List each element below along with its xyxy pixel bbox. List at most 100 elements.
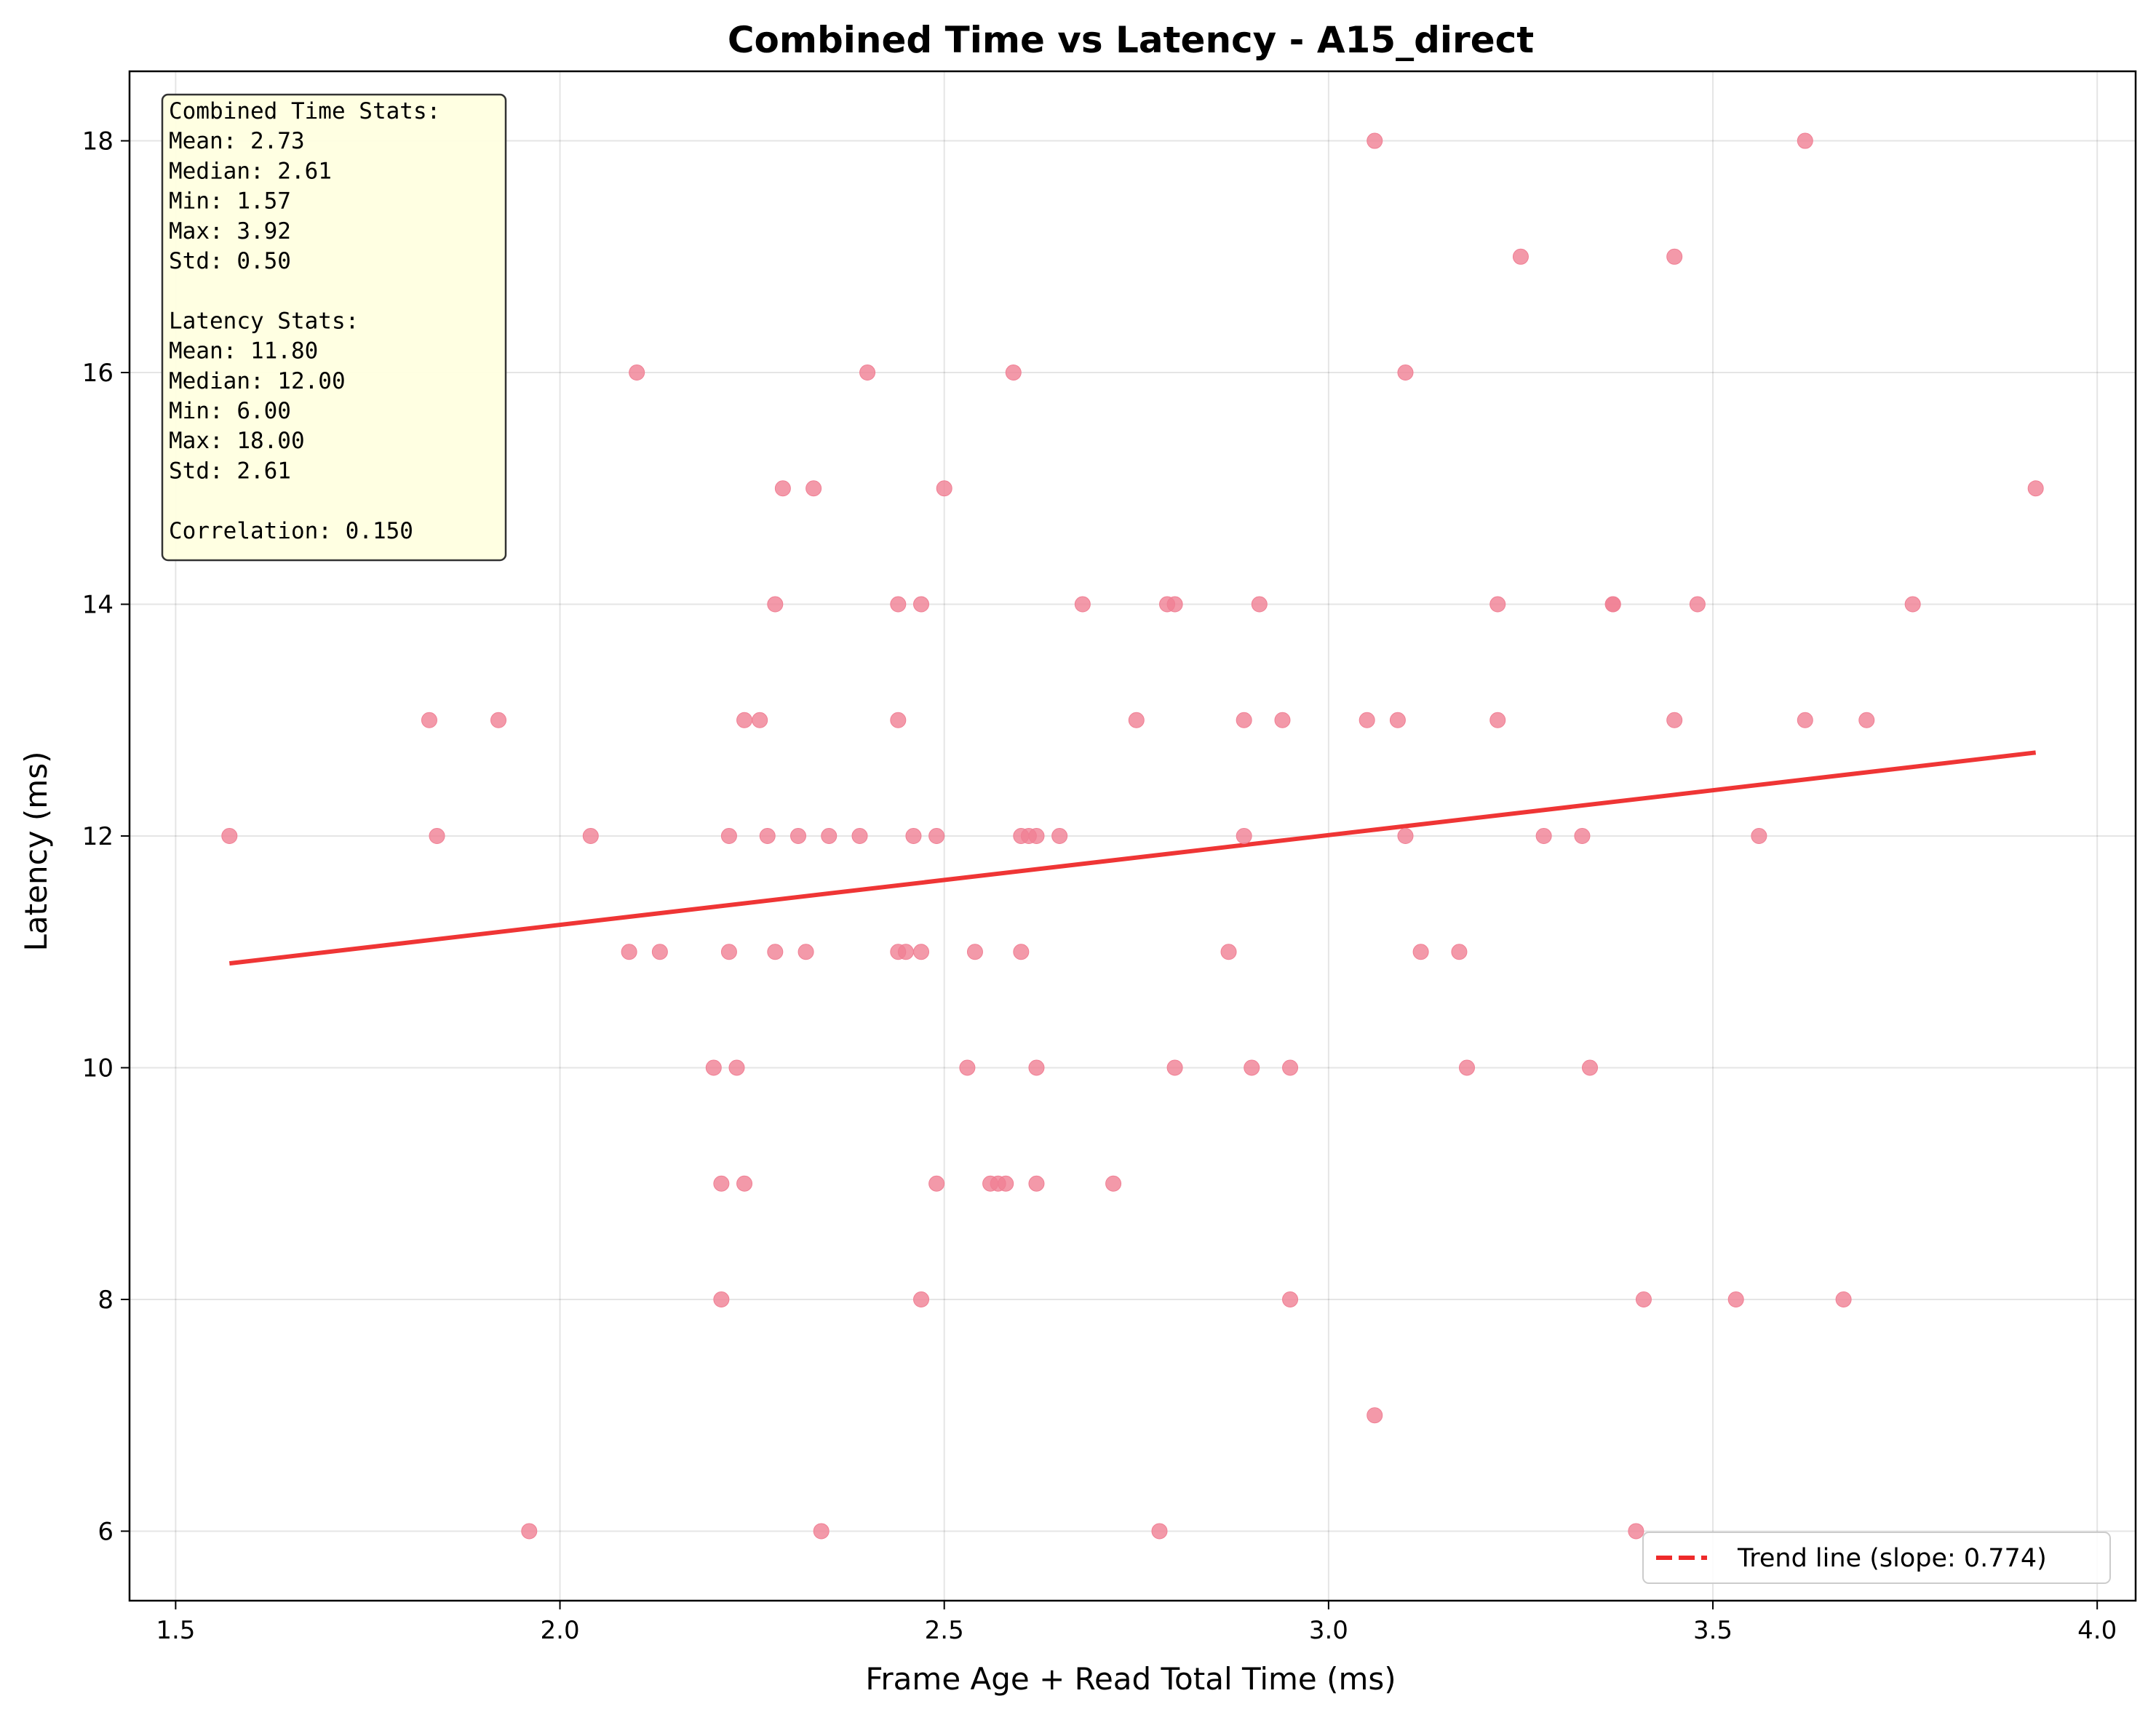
- data-point: [1105, 1175, 1122, 1192]
- data-point: [490, 712, 507, 728]
- data-point: [1282, 1059, 1299, 1076]
- data-point: [1074, 596, 1091, 613]
- y-tick-label: 14: [82, 591, 114, 620]
- data-point: [1604, 596, 1621, 613]
- data-point: [1797, 712, 1813, 728]
- data-point: [651, 944, 668, 960]
- data-point: [1751, 828, 1767, 844]
- data-point: [713, 1291, 730, 1307]
- chart-title: Combined Time vs Latency - A15_direct: [728, 19, 1534, 61]
- data-point: [959, 1059, 976, 1076]
- data-point: [913, 944, 930, 960]
- legend-trend-label: Trend line (slope: 0.774): [1737, 1544, 2047, 1573]
- data-point: [759, 828, 776, 844]
- x-tick-label: 4.0: [2077, 1616, 2117, 1645]
- data-point: [582, 828, 599, 844]
- data-point: [1367, 1407, 1383, 1424]
- data-point: [1282, 1291, 1299, 1307]
- data-point: [1051, 828, 1068, 844]
- data-point: [1574, 828, 1591, 844]
- data-point: [821, 828, 838, 844]
- data-point: [928, 1175, 945, 1192]
- data-point: [913, 596, 930, 613]
- data-point: [1489, 596, 1506, 613]
- data-point: [805, 480, 822, 497]
- data-point: [1451, 944, 1468, 960]
- data-point: [797, 944, 814, 960]
- x-tick-label: 3.5: [1693, 1616, 1733, 1645]
- data-point: [1858, 712, 1875, 728]
- y-tick-label: 6: [98, 1517, 114, 1546]
- stats-line: Std: 0.50: [169, 248, 291, 274]
- data-point: [859, 365, 876, 381]
- x-tick-label: 1.5: [156, 1616, 195, 1645]
- x-axis: 1.5 2.0 2.5 3.0 3.5 4.0: [156, 1601, 2117, 1645]
- stats-line: Max: 18.00: [169, 428, 305, 454]
- data-point: [1359, 712, 1375, 728]
- data-point: [1582, 1059, 1599, 1076]
- data-point: [736, 1175, 753, 1192]
- data-point: [790, 828, 806, 844]
- data-point: [221, 828, 238, 844]
- data-point: [429, 828, 445, 844]
- trend-line: [228, 750, 2037, 966]
- x-tick-label: 2.0: [541, 1616, 580, 1645]
- data-point: [629, 365, 645, 381]
- data-point: [752, 712, 768, 728]
- data-point: [705, 1059, 722, 1076]
- stats-line: Min: 6.00: [169, 398, 291, 424]
- data-point: [1244, 1059, 1260, 1076]
- data-point: [621, 944, 637, 960]
- data-point: [1412, 944, 1429, 960]
- y-tick-label: 10: [82, 1054, 114, 1083]
- data-point: [1166, 1059, 1183, 1076]
- y-tick-label: 12: [82, 822, 114, 851]
- data-point: [767, 596, 784, 613]
- trend-line-layer: [228, 750, 2037, 966]
- data-point: [421, 712, 437, 728]
- data-point: [890, 596, 907, 613]
- data-point: [713, 1175, 730, 1192]
- data-point: [774, 480, 791, 497]
- data-point: [1489, 712, 1506, 728]
- stats-box-background: [161, 93, 507, 562]
- data-point: [936, 480, 952, 497]
- data-point: [1635, 1291, 1652, 1307]
- y-axis-label: Latency (ms): [18, 752, 54, 952]
- y-axis: 6 8 10 12 14 16 18: [82, 127, 130, 1546]
- data-point: [913, 1291, 930, 1307]
- data-point: [928, 828, 945, 844]
- x-axis-label: Frame Age + Read Total Time (ms): [865, 1661, 1396, 1697]
- stats-line: Min: 1.57: [169, 188, 291, 215]
- data-point: [767, 944, 784, 960]
- data-point: [851, 828, 868, 844]
- data-point: [1274, 712, 1291, 728]
- data-point: [1904, 596, 1921, 613]
- data-point: [1028, 1059, 1045, 1076]
- data-point: [1397, 828, 1414, 844]
- stats-line: Std: 2.61: [169, 458, 291, 484]
- stats-box: Combined Time Stats: Mean: 2.73 Median: 2.…: [161, 93, 507, 562]
- data-point: [1367, 132, 1383, 149]
- data-point: [1028, 828, 1045, 844]
- data-point: [720, 944, 737, 960]
- data-point: [1013, 944, 1030, 960]
- data-point: [736, 712, 753, 728]
- data-point: [720, 828, 737, 844]
- data-point: [2027, 480, 2044, 497]
- data-point: [1397, 365, 1414, 381]
- data-point: [1797, 132, 1813, 149]
- data-point: [813, 1523, 830, 1540]
- data-point: [890, 712, 907, 728]
- data-point: [1666, 712, 1683, 728]
- x-tick-label: 2.5: [925, 1616, 964, 1645]
- data-point: [728, 1059, 745, 1076]
- y-tick-label: 8: [98, 1286, 114, 1315]
- stats-line: Median: 2.61: [169, 158, 332, 184]
- data-point: [897, 944, 914, 960]
- data-point: [1389, 712, 1406, 728]
- stats-line: Combined Time Stats:: [169, 98, 440, 124]
- data-point: [1128, 712, 1145, 728]
- y-tick-label: 16: [82, 359, 114, 388]
